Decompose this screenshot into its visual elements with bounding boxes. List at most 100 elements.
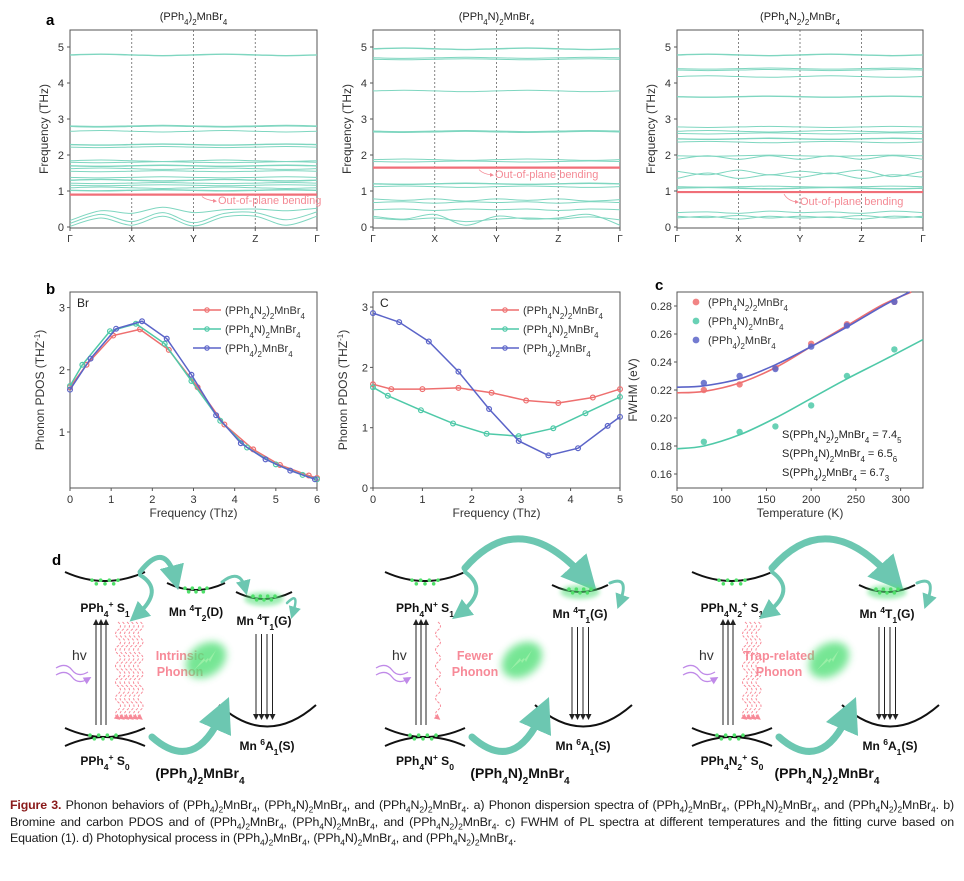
annotation-arrow	[783, 193, 799, 204]
y-axis-label: Frequency (THz)	[340, 84, 354, 174]
electron-dot	[410, 578, 414, 582]
series-2	[370, 310, 623, 459]
x-tick-label: 1	[419, 494, 425, 506]
back-transfer-arrow	[129, 573, 154, 622]
photon-wave-icon	[682, 664, 716, 676]
electron-dot	[90, 578, 94, 582]
phonon-band	[69, 161, 318, 164]
phonon-wave	[740, 621, 748, 720]
data-marker	[604, 422, 611, 429]
data-marker	[83, 361, 90, 368]
data-marker	[555, 399, 562, 406]
s0-well-curve	[64, 727, 146, 738]
series-2	[66, 318, 318, 483]
electron-dot	[429, 737, 434, 741]
photon-wave-icon	[55, 671, 92, 685]
t1-label: Mn 4T1(G)	[553, 605, 608, 625]
phonon-band	[372, 47, 621, 51]
hv-label: hv	[699, 647, 714, 663]
electron-dot	[574, 587, 579, 591]
electron-dot	[251, 594, 255, 598]
y-tick-label: 3	[665, 114, 671, 126]
phonon-wave	[131, 621, 139, 720]
energy-transfer-arrow	[137, 554, 184, 591]
phonon-band	[676, 95, 924, 98]
electron-dot	[205, 586, 209, 590]
x-tick-label: Γ	[67, 234, 73, 245]
x-tick-label: 4	[568, 494, 574, 506]
legend-marker	[204, 307, 210, 313]
element-label: C	[380, 296, 389, 310]
x-tick-label: Y	[797, 234, 804, 245]
phonon-band	[676, 132, 924, 135]
data-marker	[165, 346, 172, 353]
x-tick-label: 200	[802, 494, 820, 506]
phonon-band-acoustic	[69, 206, 318, 221]
data-point	[772, 423, 779, 430]
phonon-band	[372, 130, 621, 134]
phonon-band-acoustic	[676, 155, 924, 160]
data-marker	[299, 471, 306, 478]
data-point	[772, 365, 779, 373]
plot-frame	[372, 291, 621, 489]
legend-label: (PPh4)2MnBr4	[708, 335, 776, 351]
y-tick-label: 0.20	[651, 413, 672, 425]
s0-electrons	[88, 733, 118, 741]
data-marker	[287, 467, 294, 474]
phonon-band-acoustic	[372, 208, 621, 211]
x-tick-label: 100	[713, 494, 731, 506]
t2-well	[166, 582, 226, 591]
x-tick-label: 300	[891, 494, 909, 506]
legend-marker	[502, 307, 508, 313]
electron-dot	[109, 737, 114, 741]
legend-marker	[692, 336, 700, 344]
electron-dot	[736, 737, 741, 741]
x-tick-label: 1	[108, 494, 114, 506]
a1-label: Mn 6A1(S)	[556, 737, 611, 757]
y-tick-label: 0	[361, 222, 367, 234]
a1-label: Mn 6A1(S)	[863, 737, 918, 757]
data-marker	[217, 417, 224, 424]
s1-electrons	[410, 578, 440, 586]
huang-rhys-factor: S(PPh4N)2MnBr4 = 6.56	[782, 448, 898, 464]
data-marker	[188, 377, 195, 384]
series-2	[676, 291, 910, 388]
relaxation-arrow	[220, 574, 251, 596]
panel-letter-a: a	[46, 12, 55, 29]
panel-letter-c: c	[655, 277, 663, 294]
x-tick-label: 250	[847, 494, 865, 506]
phonon-label-line1: Trap-related	[743, 649, 815, 663]
electron-dot	[885, 591, 889, 595]
phonon-band	[69, 143, 318, 146]
electron-dot	[269, 598, 274, 602]
legend-label: (PPh4N)2MnBr4	[523, 324, 599, 340]
x-tick-label: 150	[757, 494, 775, 506]
hv-label: hv	[72, 647, 87, 663]
electron-dot	[431, 582, 436, 586]
legend-label: (PPh4N2)2MnBr4	[523, 305, 604, 321]
phonon-band	[69, 164, 318, 168]
photon-wave-icon	[375, 671, 412, 685]
y-tick-label: 0	[58, 222, 64, 234]
phonon-band-acoustic	[372, 201, 621, 204]
electron-dot	[186, 590, 191, 594]
electron-dot	[414, 582, 419, 586]
data-marker	[370, 310, 377, 317]
data-marker	[582, 410, 589, 417]
electron-dot	[111, 582, 116, 586]
recovery-arrow	[775, 696, 859, 755]
recovery-arrow	[468, 696, 552, 755]
caption-text: Phonon behaviors of (PPh4)2MnBr4, (PPh4N…	[10, 798, 954, 848]
photon-wave-icon	[55, 664, 89, 676]
phonon-band	[69, 189, 318, 192]
annotation-label: Out-of-plane bending	[218, 195, 321, 207]
s1-electrons	[90, 578, 120, 586]
electron-dot	[730, 582, 734, 586]
electron-dot	[874, 587, 878, 591]
electron-dot	[589, 587, 593, 591]
annotation-arrow	[201, 196, 217, 203]
phonon-wave	[749, 621, 757, 720]
y-tick-label: 5	[361, 42, 367, 54]
y-tick-label: 2	[665, 150, 671, 162]
s0-well	[691, 736, 773, 747]
